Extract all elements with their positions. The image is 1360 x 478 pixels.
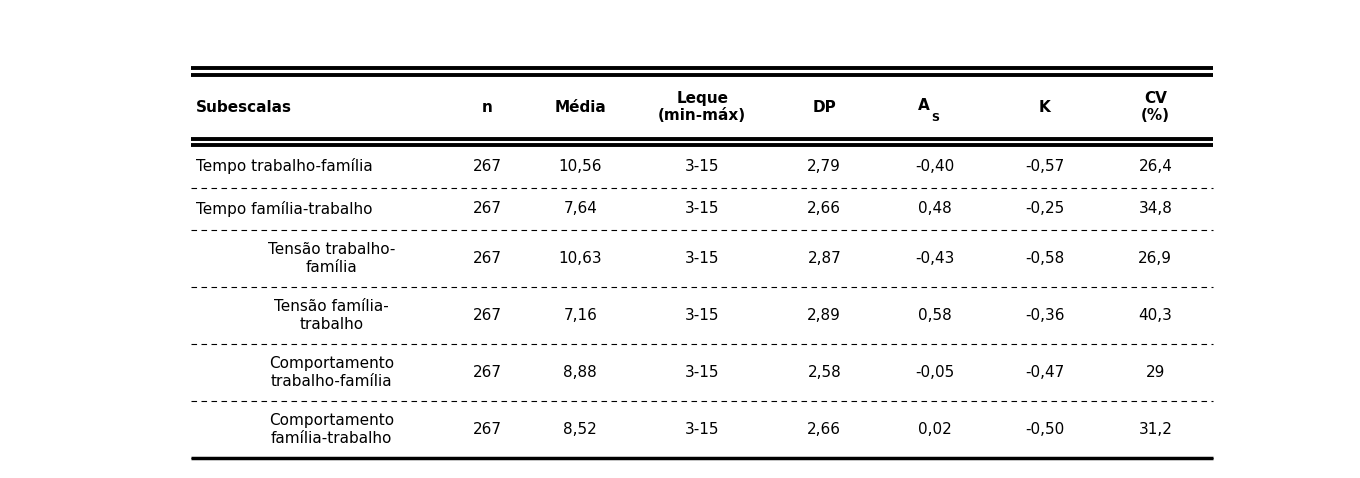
Text: 3-15: 3-15 xyxy=(685,251,719,266)
Text: A: A xyxy=(918,98,929,113)
Text: K: K xyxy=(1039,100,1051,115)
Text: 3-15: 3-15 xyxy=(685,365,719,380)
Text: DP: DP xyxy=(812,100,836,115)
Text: 2,87: 2,87 xyxy=(808,251,840,266)
Text: -0,25: -0,25 xyxy=(1025,201,1065,217)
Text: 267: 267 xyxy=(473,251,502,266)
Text: -0,47: -0,47 xyxy=(1025,365,1065,380)
Text: Tensão família-
trabalho: Tensão família- trabalho xyxy=(275,299,389,332)
Text: 10,63: 10,63 xyxy=(559,251,602,266)
Text: -0,58: -0,58 xyxy=(1025,251,1065,266)
Text: 26,4: 26,4 xyxy=(1138,159,1172,174)
Text: Comportamento
trabalho-família: Comportamento trabalho-família xyxy=(269,357,394,389)
Text: -0,40: -0,40 xyxy=(915,159,955,174)
Text: -0,57: -0,57 xyxy=(1025,159,1065,174)
Text: 2,89: 2,89 xyxy=(808,308,842,323)
Text: 0,02: 0,02 xyxy=(918,422,952,437)
Text: 2,66: 2,66 xyxy=(808,201,842,217)
Text: 31,2: 31,2 xyxy=(1138,422,1172,437)
Text: 29: 29 xyxy=(1145,365,1166,380)
Text: 10,56: 10,56 xyxy=(559,159,602,174)
Text: 3-15: 3-15 xyxy=(685,308,719,323)
Text: Tempo família-trabalho: Tempo família-trabalho xyxy=(196,201,373,217)
Text: S: S xyxy=(932,113,940,123)
Text: 8,88: 8,88 xyxy=(563,365,597,380)
Text: 2,79: 2,79 xyxy=(808,159,842,174)
Text: 7,16: 7,16 xyxy=(563,308,597,323)
Text: 2,58: 2,58 xyxy=(808,365,840,380)
Text: 7,64: 7,64 xyxy=(563,201,597,217)
Text: -0,05: -0,05 xyxy=(915,365,955,380)
Text: n: n xyxy=(481,100,492,115)
Text: 267: 267 xyxy=(473,365,502,380)
Text: 267: 267 xyxy=(473,308,502,323)
Text: Tempo trabalho-família: Tempo trabalho-família xyxy=(196,159,373,174)
Text: Subescalas: Subescalas xyxy=(196,100,292,115)
Text: 26,9: 26,9 xyxy=(1138,251,1172,266)
Text: 8,52: 8,52 xyxy=(563,422,597,437)
Text: 34,8: 34,8 xyxy=(1138,201,1172,217)
Text: 267: 267 xyxy=(473,422,502,437)
Text: -0,43: -0,43 xyxy=(915,251,955,266)
Text: -0,50: -0,50 xyxy=(1025,422,1065,437)
Text: 267: 267 xyxy=(473,159,502,174)
Text: -0,36: -0,36 xyxy=(1025,308,1065,323)
Text: 3-15: 3-15 xyxy=(685,422,719,437)
Text: 3-15: 3-15 xyxy=(685,159,719,174)
Text: 3-15: 3-15 xyxy=(685,201,719,217)
Text: Tensão trabalho-
família: Tensão trabalho- família xyxy=(268,242,396,275)
Text: 40,3: 40,3 xyxy=(1138,308,1172,323)
Text: 267: 267 xyxy=(473,201,502,217)
Text: Leque
(min-máx): Leque (min-máx) xyxy=(658,91,747,123)
Text: 2,66: 2,66 xyxy=(808,422,842,437)
Text: 0,48: 0,48 xyxy=(918,201,952,217)
Text: Comportamento
família-trabalho: Comportamento família-trabalho xyxy=(269,413,394,446)
Text: 0,58: 0,58 xyxy=(918,308,952,323)
Text: Média: Média xyxy=(555,100,607,115)
Text: CV
(%): CV (%) xyxy=(1141,91,1170,123)
